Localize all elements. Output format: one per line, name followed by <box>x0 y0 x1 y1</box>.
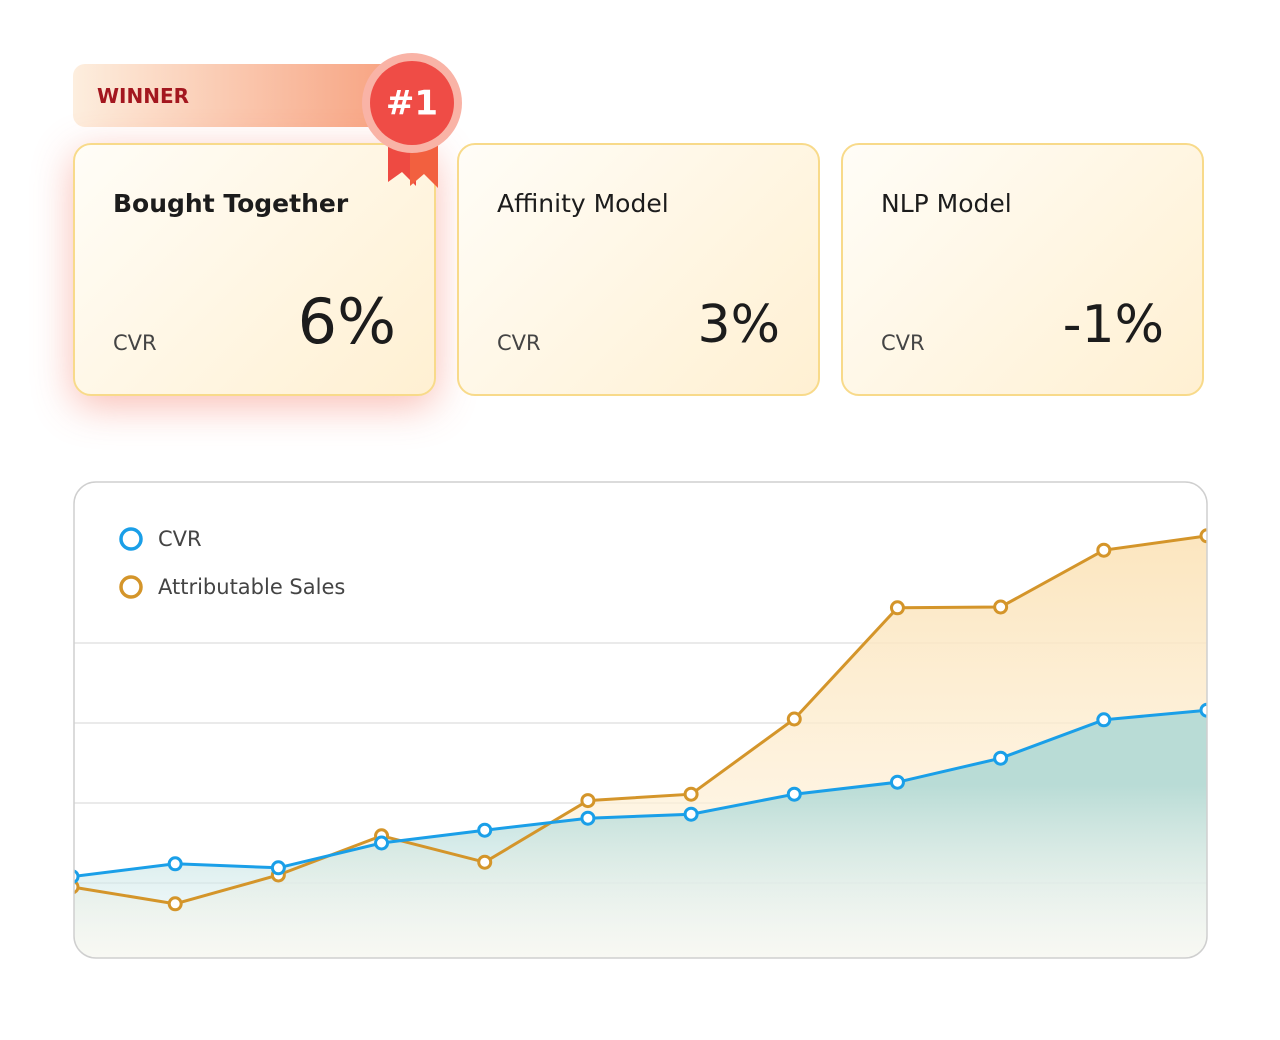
series-line <box>74 708 1207 879</box>
data-point <box>477 822 493 838</box>
data-point <box>74 869 80 885</box>
legend-marker <box>119 527 143 551</box>
rank-badge: #1 <box>362 53 462 188</box>
data-point <box>889 774 905 790</box>
model-card: Bought Together CVR 6% <box>73 143 436 396</box>
data-point <box>167 896 183 912</box>
data-point <box>580 810 596 826</box>
data-point <box>889 600 905 616</box>
data-point <box>374 835 390 851</box>
card-metric: CVR <box>113 331 157 355</box>
data-point <box>683 806 699 822</box>
series-line <box>74 534 1207 906</box>
model-card: NLP Model CVR -1% <box>841 143 1204 396</box>
card-title: Bought Together <box>113 189 349 218</box>
card-title: Affinity Model <box>497 189 669 218</box>
data-point <box>1096 542 1112 558</box>
card-value: 3% <box>697 295 781 355</box>
winner-label: WINNER <box>97 84 190 108</box>
data-point <box>74 879 80 895</box>
series-area <box>74 710 1207 958</box>
card-metric: CVR <box>881 331 925 355</box>
data-point <box>786 786 802 802</box>
data-point <box>1096 712 1112 728</box>
data-point <box>477 854 493 870</box>
data-point <box>1199 702 1207 718</box>
data-point <box>786 711 802 727</box>
data-point <box>270 860 286 876</box>
model-card: Affinity Model CVR 3% <box>457 143 820 396</box>
card-value: -1% <box>1062 295 1164 355</box>
card-title: NLP Model <box>881 189 1012 218</box>
data-point <box>580 793 596 809</box>
rank-label: #1 <box>386 84 438 124</box>
data-point <box>993 599 1009 615</box>
card-value: 6% <box>297 285 396 358</box>
data-point <box>683 786 699 802</box>
legend-label: CVR <box>158 527 202 551</box>
data-point <box>167 856 183 872</box>
card-metric: CVR <box>497 331 541 355</box>
data-point <box>993 750 1009 766</box>
legend-marker <box>119 575 143 599</box>
chart: CVR Attributable Sales <box>73 481 1208 959</box>
legend-label: Attributable Sales <box>158 575 345 599</box>
winner-banner: WINNER <box>73 64 400 127</box>
data-point <box>1199 528 1207 544</box>
